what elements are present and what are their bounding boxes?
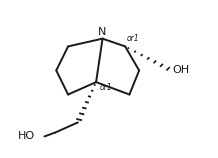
Text: HO: HO — [18, 131, 35, 141]
Text: or1: or1 — [99, 83, 112, 92]
Text: OH: OH — [172, 65, 190, 76]
Text: or1: or1 — [126, 33, 139, 43]
Text: N: N — [98, 27, 107, 37]
